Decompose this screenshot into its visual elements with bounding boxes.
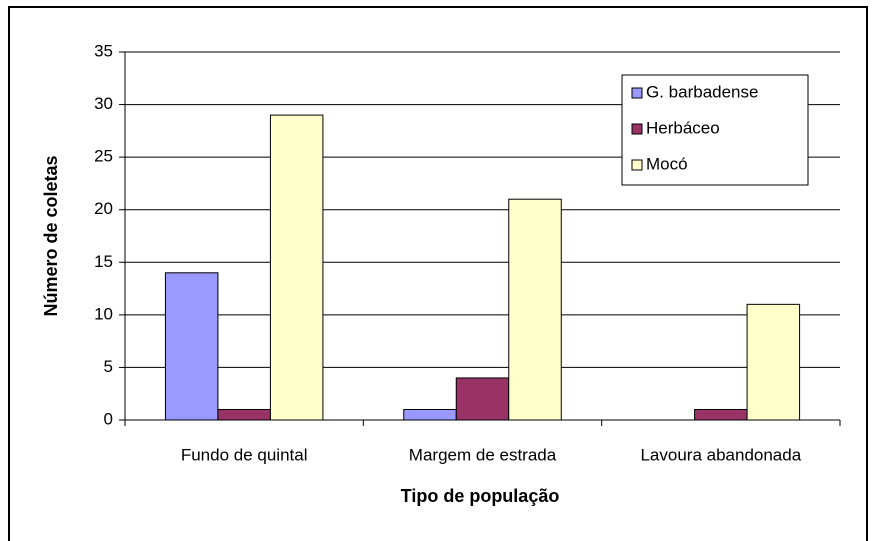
y-tick-label: 15 xyxy=(94,252,113,271)
legend-swatch xyxy=(631,159,643,171)
x-tick-label: Lavoura abandonada xyxy=(640,445,801,464)
bar xyxy=(403,408,457,421)
legend-label: Mocó xyxy=(646,154,688,173)
bar xyxy=(455,377,510,421)
y-tick-label: 20 xyxy=(94,199,113,218)
legend-swatch xyxy=(631,87,643,99)
y-tick-label: 25 xyxy=(94,147,113,166)
legend-swatch xyxy=(631,123,643,135)
bar xyxy=(746,303,801,421)
x-tick-label: Fundo de quintal xyxy=(181,445,308,464)
x-tick-label: Margem de estrada xyxy=(409,445,557,464)
bar xyxy=(164,272,219,421)
bar xyxy=(269,114,324,421)
y-tick-label: 10 xyxy=(94,304,113,323)
y-tick-label: 35 xyxy=(94,41,113,60)
x-axis-title: Tipo de população xyxy=(401,486,560,506)
y-tick-label: 30 xyxy=(94,94,113,113)
y-tick-label: 5 xyxy=(104,357,113,376)
bar xyxy=(694,408,748,421)
legend-label: G. barbadense xyxy=(646,82,758,101)
bar xyxy=(508,198,562,421)
y-axis-title: Número de coletas xyxy=(41,155,61,316)
legend-box xyxy=(621,74,809,186)
bar xyxy=(217,408,271,421)
legend-label: Herbáceo xyxy=(646,118,720,137)
y-tick-label: 0 xyxy=(104,409,113,428)
